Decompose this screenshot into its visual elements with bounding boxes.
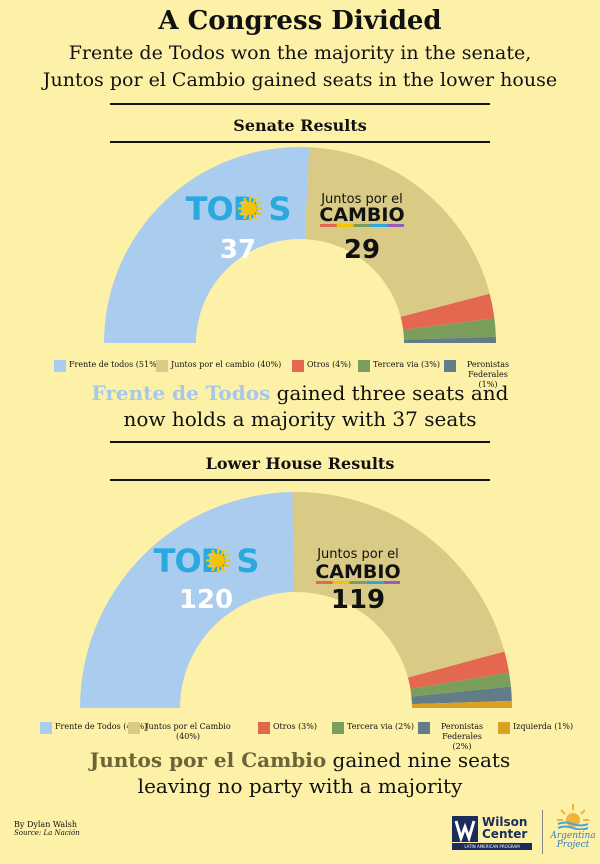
slice-otros [407,651,510,689]
senate-legend-item: Frente de todos (51%) [54,360,160,372]
wilson-line-2: Center [482,827,528,841]
legend-swatch [498,722,510,734]
slice-peronistas-federales [411,686,512,705]
todos-logo: TOD S [154,542,260,580]
senate-summary-line-2: now holds a majority with 37 seats [123,407,477,431]
senate-summary: Frente de Todos gained three seats and n… [0,380,600,432]
slice-juntos-por-el-cambio [304,147,490,317]
legend-swatch [258,722,270,734]
legend-label: Frente de todos (51%) [69,360,160,369]
legend-label: Peronistas Federales (2%) [440,722,484,751]
legend-label: Tercera via (3%) [373,360,440,369]
senate-summary-highlight: Frente de Todos [91,381,271,405]
legend-swatch [358,360,370,372]
page-subtitle: Frente de Todos won the majority in the … [0,40,600,94]
house-summary-line-1: Juntos por el Cambio gained nine seats [0,747,600,773]
senate-summary-line-1: Frente de Todos gained three seats and [0,380,600,406]
divider-rule [110,479,490,481]
house-legend-item: Otros (3%) [258,722,317,734]
legend-label: Peronistas Federales (1%) [466,360,510,389]
legend-label: Frente de Todos (47%) [55,722,148,731]
slice-otros [400,293,495,330]
house-legend-item: Izquierda (1%) [498,722,573,734]
senate-legend-item: Otros (4%) [292,360,351,372]
wilson-line-1: Wilson [482,815,528,829]
house-legend-item: Peronistas Federales (2%) [418,722,491,752]
house-legend-item: Frente de Todos (47%) [40,722,147,734]
divider-rule [110,103,490,105]
todos-logo: TOD S [186,190,292,228]
sun-icon [238,196,263,221]
credit: By Dylan Walsh Source: La Nación [14,820,80,838]
legend-swatch [418,722,430,734]
argentina-line-2: Project [556,840,590,850]
legend-swatch [54,360,66,372]
legend-swatch [128,722,140,734]
legend-swatch [444,360,456,372]
legend-swatch [292,360,304,372]
senate-legend-item: Tercera via (3%) [358,360,440,372]
legend-label: Izquierda (1%) [513,722,574,731]
senate-summary-text: gained three seats and [270,381,509,405]
legend-label: Otros (3%) [273,722,317,731]
juntos-seat-count: 29 [344,235,380,265]
sun-icon [206,548,231,573]
legend-label: Juntos por el cambio (40%) [171,360,282,369]
house-summary-line-2: leaving no party with a majority [137,774,463,798]
legend-swatch [40,722,52,734]
legend-swatch [332,722,344,734]
legend-label: Juntos por el Cambio (40%) [145,722,231,741]
divider-rule [110,441,490,443]
argentina-line-1: Argentina [550,831,596,841]
juntos-logo-top: Juntos por el [316,547,399,562]
senate-legend: Frente de todos (51%) Juntos por el cambi… [40,360,580,389]
house-summary-highlight: Juntos por el Cambio [89,748,327,772]
todos-seat-count: 37 [220,235,256,265]
slice-juntos-por-el-cambio [292,492,505,678]
slice-tercera-via [403,318,496,340]
house-summary: Juntos por el Cambio gained nine seats l… [0,747,600,799]
argentina-sun-icon [557,804,589,830]
divider-rule [110,141,490,143]
juntos-logo-bottom: CAMBIO [315,561,400,583]
page-title: A Congress Divided [158,6,442,36]
house-heading: Lower House Results [205,454,395,473]
wilson-center-name: Wilson Center [482,816,527,840]
slice-frente-de-todos [80,492,295,708]
argentina-project-name: Argentina Project [548,832,598,850]
house-legend-item: Tercera via (2%) [332,722,414,734]
legend-label: Tercera via (2%) [347,722,414,731]
source: Source: La Nación [14,829,80,837]
juntos-logo-bottom: CAMBIO [319,204,404,226]
house-legend: Frente de Todos (47%) Juntos por el Cambi… [40,718,580,751]
house-legend-item: Juntos por el Cambio (40%) [128,722,233,742]
slice-frente-de-todos [104,147,310,343]
todos-seat-count: 120 [179,585,233,615]
subtitle-line-2: Juntos por el Cambio gained seats in the… [42,69,558,91]
wilson-program: LATIN AMERICAN PROGRAM [452,843,532,850]
senate-legend-item: Peronistas Federales (1%) [444,360,517,390]
senate-heading: Senate Results [233,116,367,135]
logo-divider [542,810,543,854]
subtitle-line-1: Frente de Todos won the majority in the … [68,42,532,64]
slice-tercera-via [410,672,511,697]
house-summary-text: gained nine seats [326,748,511,772]
wilson-center-logo [452,816,478,843]
senate-legend-item: Juntos por el cambio (40%) [156,360,281,372]
slice-izquierda [411,700,512,708]
legend-label: Otros (4%) [307,360,351,369]
juntos-seat-count: 119 [331,585,385,615]
juntos-logo-top: Juntos por el [320,192,403,207]
legend-swatch [156,360,168,372]
author: By Dylan Walsh [14,820,78,829]
slice-peronistas-federales [403,336,496,343]
